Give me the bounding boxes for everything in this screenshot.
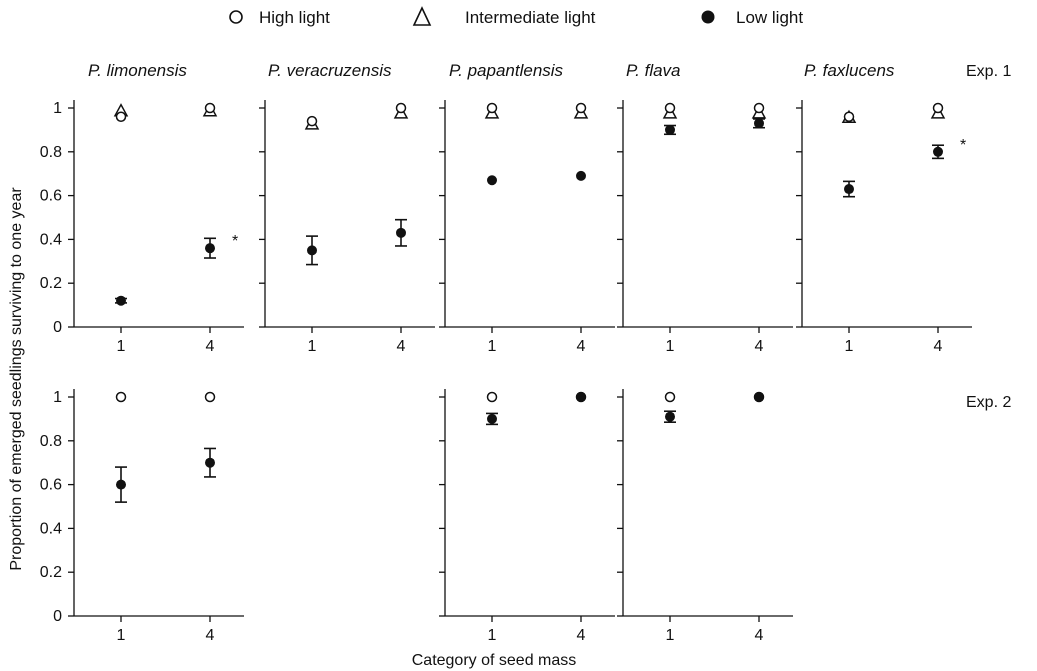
point-low-light	[665, 124, 675, 135]
x-tick-label: 4	[397, 338, 406, 355]
point-low-light	[754, 392, 764, 402]
point-high-light	[664, 102, 676, 114]
point-low-light	[307, 245, 317, 256]
y-tick-label: 0.4	[40, 520, 62, 537]
point-low-light	[116, 295, 126, 306]
x-tick-label: 1	[117, 627, 126, 644]
point-high-light	[486, 102, 498, 114]
point-high-light	[395, 102, 407, 114]
point-low-light	[116, 479, 126, 490]
point-high-light	[575, 102, 587, 114]
x-tick-label: 4	[577, 338, 586, 355]
legend-high-light-marker	[229, 10, 243, 24]
y-tick-label: 0	[53, 319, 62, 336]
x-tick-label: 4	[755, 627, 764, 644]
point-high-light	[486, 391, 498, 403]
row-label-exp2: Exp. 2	[966, 394, 1011, 411]
y-tick-label: 0.2	[40, 564, 62, 581]
row-label-exp1: Exp. 1	[966, 63, 1011, 80]
legend-intermediate-light-label: Intermediate light	[465, 8, 596, 27]
y-tick-label: 0.6	[40, 188, 62, 205]
x-tick-label: 4	[206, 627, 215, 644]
point-high-light	[115, 391, 127, 403]
x-tick-label: 1	[666, 338, 675, 355]
x-tick-label: 1	[488, 338, 497, 355]
point-low-light	[665, 411, 675, 422]
point-low-light	[487, 175, 497, 186]
point-high-light	[204, 391, 216, 403]
point-low-light	[844, 184, 854, 195]
point-low-light	[754, 118, 764, 129]
species-title-faxlucens: P. faxlucens	[804, 61, 895, 80]
point-high-light	[932, 102, 944, 114]
panel-0: 0 0.2 0.4 0.6 0.8 1 1 4 *	[40, 100, 244, 355]
panels: 00.20.40.60.811 4*1 4 1 4 1 4 1 4*00.20.40.60.81…	[40, 100, 972, 644]
species-titles: P. limonensis P. veracruzensis P. papant…	[88, 61, 895, 80]
panel-5: 0 0.2 0.4 0.6 0.8 1 1 4	[40, 389, 244, 644]
point-high-light	[753, 102, 765, 114]
x-tick-label: 4	[206, 338, 215, 355]
point-low-light	[576, 170, 586, 181]
x-tick-label: 4	[755, 338, 764, 355]
y-tick-label: 0	[53, 608, 62, 625]
x-tick-label: 1	[488, 627, 497, 644]
y-tick-label: 0.4	[40, 231, 62, 248]
point-high-light	[306, 115, 318, 127]
x-tick-label: 4	[934, 338, 943, 355]
x-tick-label: 1	[845, 338, 854, 355]
legend-low-light-marker	[701, 10, 715, 24]
y-tick-label: 1	[53, 389, 62, 406]
x-axis-title: Category of seed mass	[412, 652, 577, 669]
x-tick-label: 1	[117, 338, 126, 355]
legend-high-light-label: High light	[259, 8, 330, 27]
y-axis-title: Proportion of emerged seedlings survivin…	[8, 187, 25, 571]
point-low-light	[205, 457, 215, 468]
y-tick-label: 0.6	[40, 477, 62, 494]
point-low-light	[576, 392, 586, 402]
point-low-light	[396, 227, 406, 238]
species-title-papantlensis: P. papantlensis	[449, 61, 564, 80]
panel-4: 1 4 *	[796, 100, 972, 355]
point-high-light	[204, 102, 216, 114]
point-high-light	[664, 391, 676, 403]
species-title-flava: P. flava	[626, 61, 681, 80]
point-high-light	[843, 111, 855, 123]
point-low-light	[933, 146, 943, 157]
point-high-light	[115, 111, 127, 123]
legend: High light Intermediate light Low light	[229, 6, 803, 27]
y-tick-label: 0.8	[40, 433, 62, 450]
species-title-limonensis: P. limonensis	[88, 61, 187, 80]
x-tick-label: 4	[577, 627, 586, 644]
significance-asterisk: *	[232, 233, 238, 250]
y-tick-label: 0.2	[40, 275, 62, 292]
y-tick-label: 0.8	[40, 144, 62, 161]
point-low-light	[205, 243, 215, 254]
point-low-light	[487, 413, 497, 424]
y-tick-label: 1	[53, 100, 62, 117]
legend-intermediate-light-marker	[412, 6, 432, 26]
species-title-veracruzensis: P. veracruzensis	[268, 61, 392, 80]
legend-low-light-label: Low light	[736, 8, 803, 27]
significance-asterisk: *	[960, 137, 966, 154]
x-tick-label: 1	[308, 338, 317, 355]
x-tick-label: 1	[666, 627, 675, 644]
